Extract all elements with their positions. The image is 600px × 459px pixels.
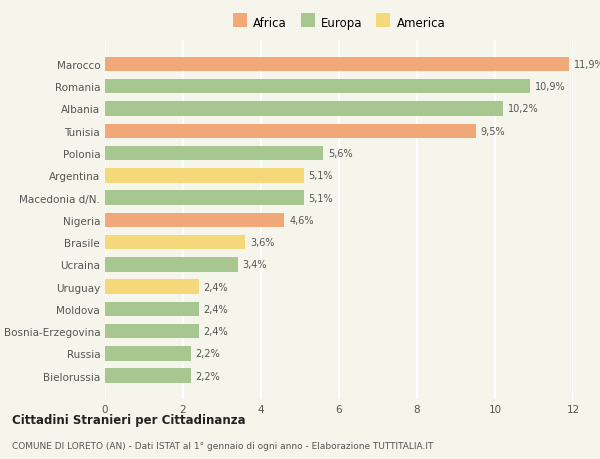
Bar: [105, 168, 304, 183]
Text: 5,6%: 5,6%: [328, 149, 353, 159]
Text: 10,9%: 10,9%: [535, 82, 565, 92]
Text: 3,6%: 3,6%: [250, 238, 275, 247]
Text: 2,4%: 2,4%: [203, 304, 228, 314]
Bar: [105, 191, 304, 205]
Bar: [105, 235, 245, 250]
Text: 9,5%: 9,5%: [480, 127, 505, 136]
Text: 5,1%: 5,1%: [308, 171, 333, 181]
Text: COMUNE DI LORETO (AN) - Dati ISTAT al 1° gennaio di ogni anno - Elaborazione TUT: COMUNE DI LORETO (AN) - Dati ISTAT al 1°…: [12, 441, 433, 450]
Bar: [105, 80, 530, 94]
Bar: [105, 102, 503, 117]
Bar: [105, 280, 199, 294]
Bar: [105, 57, 569, 72]
Text: 10,2%: 10,2%: [508, 104, 538, 114]
Bar: [105, 213, 284, 228]
Text: 2,4%: 2,4%: [203, 326, 228, 336]
Bar: [105, 257, 238, 272]
Bar: [105, 347, 191, 361]
Text: 2,2%: 2,2%: [196, 349, 220, 358]
Bar: [105, 369, 191, 383]
Bar: [105, 124, 476, 139]
Legend: Africa, Europa, America: Africa, Europa, America: [230, 15, 448, 33]
Text: 11,9%: 11,9%: [574, 60, 600, 70]
Text: 2,2%: 2,2%: [196, 371, 220, 381]
Bar: [105, 324, 199, 339]
Text: 5,1%: 5,1%: [308, 193, 333, 203]
Text: 2,4%: 2,4%: [203, 282, 228, 292]
Text: Cittadini Stranieri per Cittadinanza: Cittadini Stranieri per Cittadinanza: [12, 413, 245, 426]
Text: 4,6%: 4,6%: [289, 215, 314, 225]
Text: 3,4%: 3,4%: [242, 260, 267, 270]
Bar: [105, 302, 199, 316]
Bar: [105, 146, 323, 161]
